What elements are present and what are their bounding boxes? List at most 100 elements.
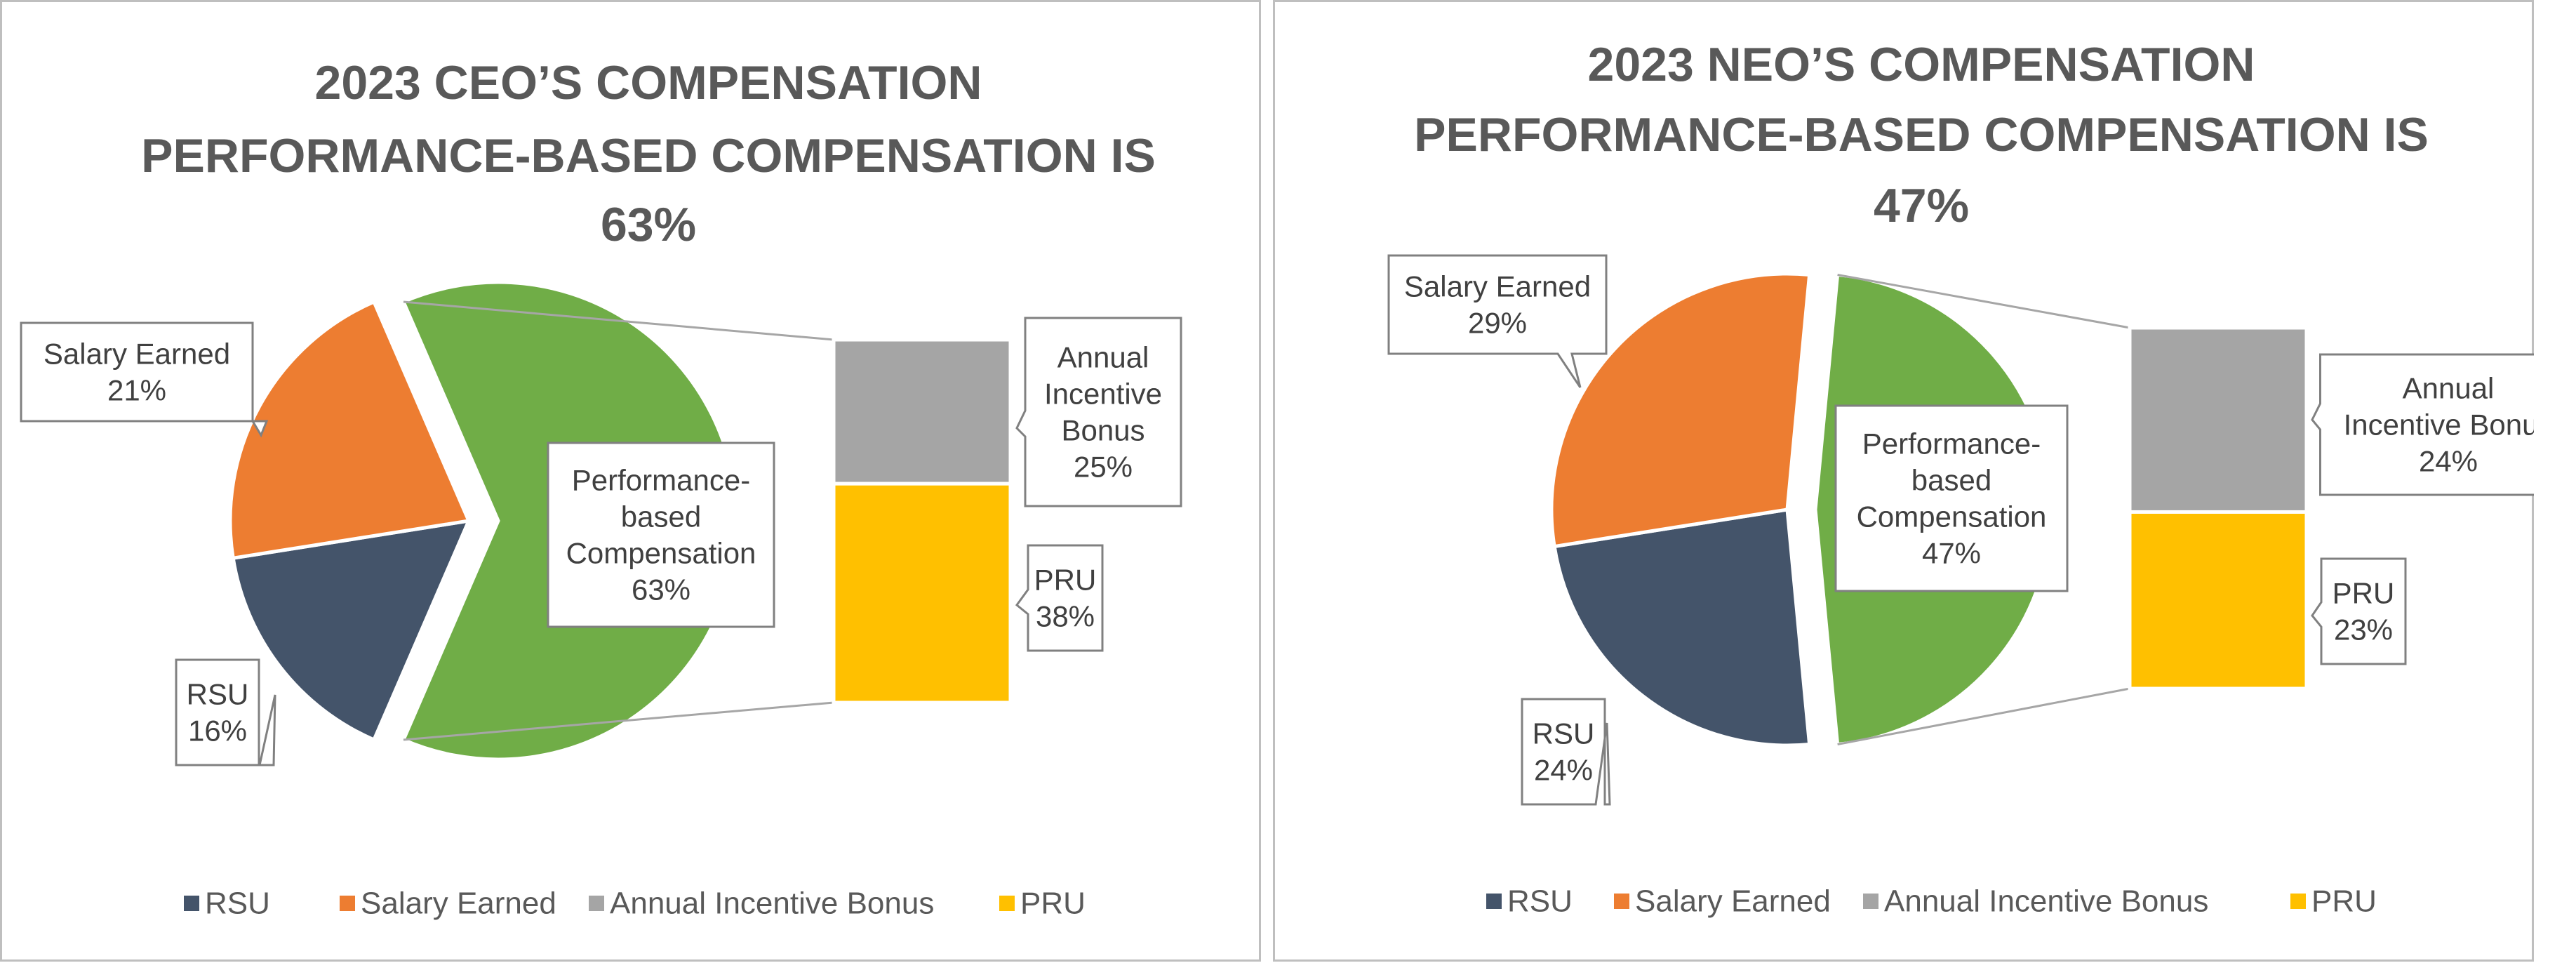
pie-performance-based-compensation-label: Performance-based Compensation 47% xyxy=(1857,427,2047,569)
legend-swatch-pru xyxy=(2290,894,2306,909)
connector-line-top xyxy=(1837,274,2130,329)
chart-title-line: 63% xyxy=(601,198,696,251)
pie-salary-earned-label-line: Salary Earned xyxy=(1404,270,1591,303)
chart-legend: RSU Salary Earned Annual Incentive Bonus PR… xyxy=(1486,884,2377,919)
bar-segment-pru xyxy=(832,482,1013,705)
chart-title-line: PERFORMANCE-BASED COMPENSATION IS xyxy=(141,129,1156,182)
chart-title-line: 2023 CEO’S COMPENSATION xyxy=(315,56,982,109)
legend-item-pru: PRU xyxy=(999,886,1086,921)
bar-pru-label-line: 23% xyxy=(2334,613,2393,646)
legend-item-annual-incentive-bonus: Annual Incentive Bonus xyxy=(589,886,934,921)
pie-rsu-label-line: RSU xyxy=(1533,717,1595,750)
neo-compensation-chart: 2023 NEO’S COMPENSATION PERFORMANCE-BASED… xyxy=(1273,0,2534,962)
pie-performance-based-compensation-label-line: based xyxy=(1911,463,1991,496)
legend-label-pru: PRU xyxy=(2311,884,2377,919)
legend-label-annual-incentive-bonus: Annual Incentive Bonus xyxy=(610,886,934,921)
pie-rsu-callout-box xyxy=(1521,698,1611,806)
bar-annual-incentive-bonus-callout: Annual Incentive Bonus 25% xyxy=(1015,317,1182,507)
bar-pru-label-line: PRU xyxy=(2333,576,2395,609)
bar-pru-callout: PRU 38% xyxy=(1015,544,1104,652)
legend-swatch-annual-incentive-bonus xyxy=(1863,894,1878,909)
chart-title-line: 2023 NEO’S COMPENSATION xyxy=(1588,38,2255,91)
chart-title: 2023 CEO’S COMPENSATION PERFORMANCE-BASED… xyxy=(141,56,1156,251)
bar-segment-annual-incentive-bonus xyxy=(832,338,1013,486)
pie-salary-earned-label-line: Salary Earned xyxy=(44,337,230,370)
pie-performance-based-compensation-label-line: Compensation xyxy=(566,537,756,570)
bar-pru-callout-box xyxy=(1015,544,1104,652)
legend-label-pru: PRU xyxy=(1020,886,1086,921)
pie-salary-earned-callout-box xyxy=(20,321,269,438)
bar-annual-incentive-bonus-label: Annual Incentive Bonus 24% xyxy=(2344,371,2534,477)
ceo-compensation-chart-svg: 2023 CEO’S COMPENSATION PERFORMANCE-BASED… xyxy=(0,0,1261,962)
pie-rsu-label-line: RSU xyxy=(187,677,249,710)
legend-label-annual-incentive-bonus: Annual Incentive Bonus xyxy=(1884,884,2208,919)
bar-annual-incentive-bonus-callout-box xyxy=(2311,353,2534,496)
bar-segment-annual-incentive-bonus xyxy=(2128,326,2309,514)
neo-compensation-chart-svg: 2023 NEO’S COMPENSATION PERFORMANCE-BASED… xyxy=(1273,0,2534,962)
legend-swatch-rsu xyxy=(1486,894,1502,909)
legend-label-rsu: RSU xyxy=(1507,884,1573,919)
pie-rsu-callout: RSU 16% xyxy=(175,658,276,766)
bar-pru-callout-box xyxy=(2311,557,2407,665)
pie-performance-based-compensation-label-line: 47% xyxy=(1922,537,1981,570)
pie-slice-rsu xyxy=(1552,507,1812,748)
pie-slice-salary-earned xyxy=(1549,272,1812,549)
chart-title-line: PERFORMANCE-BASED COMPENSATION IS xyxy=(1414,108,2429,161)
ceo-compensation-chart: 2023 CEO’S COMPENSATION PERFORMANCE-BASED… xyxy=(0,0,1261,962)
legend-label-salary-earned: Salary Earned xyxy=(361,886,556,921)
pie-rsu-label-line: 24% xyxy=(1534,754,1593,787)
bar-annual-incentive-bonus-label: Annual Incentive Bonus 25% xyxy=(1044,340,1162,483)
pie-slice-rsu xyxy=(231,518,472,743)
legend-swatch-salary-earned xyxy=(1614,894,1629,909)
bar-annual-incentive-bonus-label-line: Annual xyxy=(1057,340,1149,373)
bar-annual-incentive-bonus-label-line: Bonus xyxy=(1061,414,1144,447)
legend-swatch-salary-earned xyxy=(340,896,355,911)
legend-item-salary-earned: Salary Earned xyxy=(1614,884,1831,919)
pie-salary-earned-callout: Salary Earned 21% xyxy=(20,321,269,438)
pie-performance-based-compensation-callout: Performance-based Compensation 47% xyxy=(1834,404,2069,592)
legend-swatch-pru xyxy=(999,896,1015,911)
bar-annual-incentive-bonus-label-line: Annual xyxy=(2403,371,2495,404)
legend-item-annual-incentive-bonus: Annual Incentive Bonus xyxy=(1863,884,2208,919)
pie-salary-earned-label: Salary Earned 21% xyxy=(44,337,230,406)
pie-performance-based-compensation-label-line: 63% xyxy=(632,573,690,606)
connector-line-top xyxy=(403,300,834,341)
pie-performance-based-compensation-callout-box xyxy=(547,441,775,628)
bar-pru-label-line: 38% xyxy=(1036,600,1095,633)
pie-salary-earned-callout-box xyxy=(1387,254,1608,388)
pie-performance-based-compensation-label-line: Performance- xyxy=(1862,427,2041,460)
chart-title-line: 47% xyxy=(1874,179,1969,232)
bar-annual-incentive-bonus-label-line: 25% xyxy=(1074,451,1133,484)
bar-pru-label: PRU 38% xyxy=(1034,563,1097,632)
pie-rsu-label-line: 16% xyxy=(188,715,247,748)
chart-legend: RSU Salary Earned Annual Incentive Bonus PR… xyxy=(184,886,1086,921)
pie-performance-based-compensation-callout-box xyxy=(1834,404,2069,592)
connector-line-bottom xyxy=(1837,687,2130,745)
pie-rsu-label: RSU 16% xyxy=(187,677,249,747)
pie-slice-salary-earned xyxy=(228,299,472,561)
pie-salary-earned-label-line: 21% xyxy=(107,374,166,407)
pie-rsu-label: RSU 24% xyxy=(1533,717,1595,786)
bar-annual-incentive-bonus-callout-box xyxy=(1015,317,1182,507)
legend-swatch-rsu xyxy=(184,896,199,911)
pie-rsu-callout: RSU 24% xyxy=(1521,698,1611,806)
pie-performance-based-compensation-label-line: Performance- xyxy=(572,463,750,496)
pie-rsu-callout-box xyxy=(175,658,276,766)
legend-item-rsu: RSU xyxy=(184,886,270,921)
pie-salary-earned-label-line: 29% xyxy=(1468,307,1527,340)
bar-segment-pru xyxy=(2128,510,2309,691)
chart-title: 2023 NEO’S COMPENSATION PERFORMANCE-BASED… xyxy=(1414,38,2429,232)
pie-salary-earned-callout: Salary Earned 29% xyxy=(1387,254,1608,388)
bar-annual-incentive-bonus-label-line: Incentive xyxy=(1044,377,1162,410)
bar-annual-incentive-bonus-callout: Annual Incentive Bonus 24% xyxy=(2311,353,2534,496)
legend-item-rsu: RSU xyxy=(1486,884,1573,919)
connector-line-bottom xyxy=(403,701,834,741)
bar-pru-callout: PRU 23% xyxy=(2311,557,2407,665)
bar-pru-label-line: PRU xyxy=(1034,563,1097,596)
pie-salary-earned-label: Salary Earned 29% xyxy=(1404,270,1591,339)
pie-performance-based-compensation-label-line: based xyxy=(621,500,701,533)
bar-annual-incentive-bonus-label-line: 24% xyxy=(2419,445,2478,478)
bar-pru-label: PRU 23% xyxy=(2333,576,2395,646)
